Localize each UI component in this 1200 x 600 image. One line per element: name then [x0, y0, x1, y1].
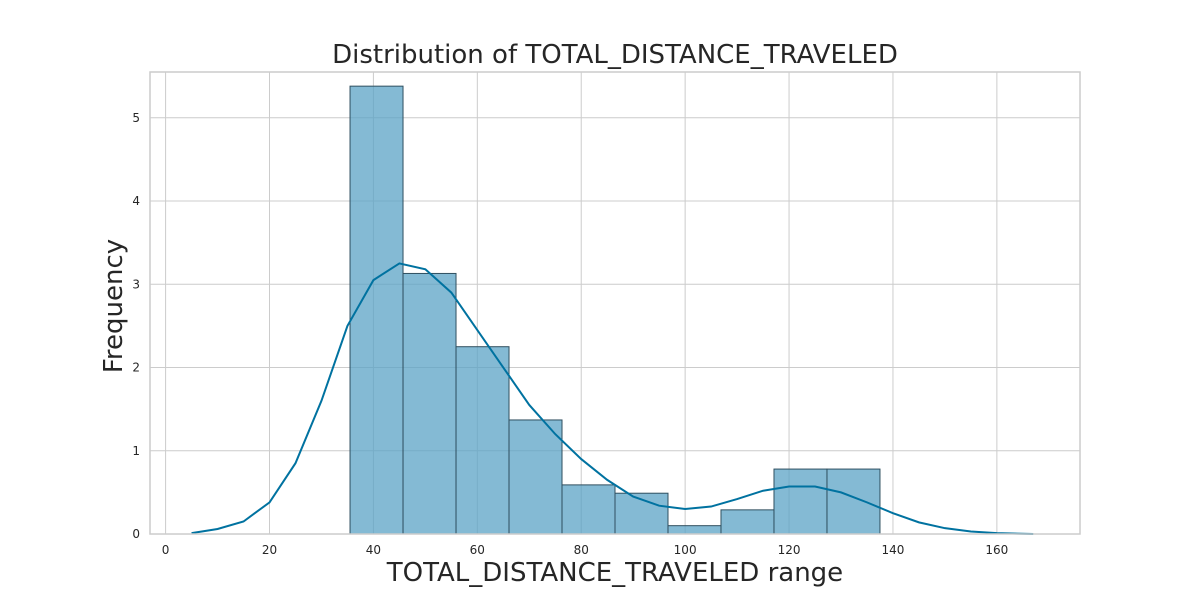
- x-tick-labels: 0 20 40 60 80 100 120 140 160: [162, 543, 1009, 557]
- plot-frame: [149, 71, 1081, 535]
- histogram-bar: [402, 272, 457, 535]
- y-tick-label: 2: [132, 361, 140, 375]
- x-tick-label: 140: [882, 543, 905, 557]
- y-tick-label: 0: [132, 527, 140, 541]
- y-tick-label: 5: [132, 111, 140, 125]
- histogram-bar: [508, 419, 563, 535]
- histogram-bar: [826, 468, 881, 535]
- x-tick-label: 60: [470, 543, 485, 557]
- histogram-bar: [455, 346, 510, 535]
- histogram-bar: [561, 484, 616, 535]
- y-tick-labels: 0 1 2 3 4 5: [132, 111, 140, 541]
- grid-lines: [150, 72, 1080, 535]
- y-tick-label: 1: [132, 444, 140, 458]
- y-tick-label: 3: [132, 277, 140, 291]
- x-tick-label: 0: [162, 543, 170, 557]
- histogram-bar: [773, 468, 828, 535]
- kde-curve: [191, 262, 1034, 535]
- y-tick-label: 4: [132, 194, 140, 208]
- chart-title: Distribution of TOTAL_DISTANCE_TRAVELED: [332, 40, 898, 70]
- x-tick-label: 160: [985, 543, 1008, 557]
- x-tick-label: 40: [366, 543, 381, 557]
- histogram-bar: [349, 85, 404, 535]
- histogram-bar: [667, 525, 722, 535]
- x-tick-label: 20: [262, 543, 277, 557]
- x-tick-label: 100: [674, 543, 697, 557]
- x-axis-label: TOTAL_DISTANCE_TRAVELED range: [386, 558, 843, 588]
- x-tick-label: 120: [778, 543, 801, 557]
- x-tick-label: 80: [574, 543, 589, 557]
- histogram-bars: [349, 85, 881, 535]
- y-axis-label: Frequency: [99, 239, 129, 373]
- histogram-bar: [720, 509, 775, 535]
